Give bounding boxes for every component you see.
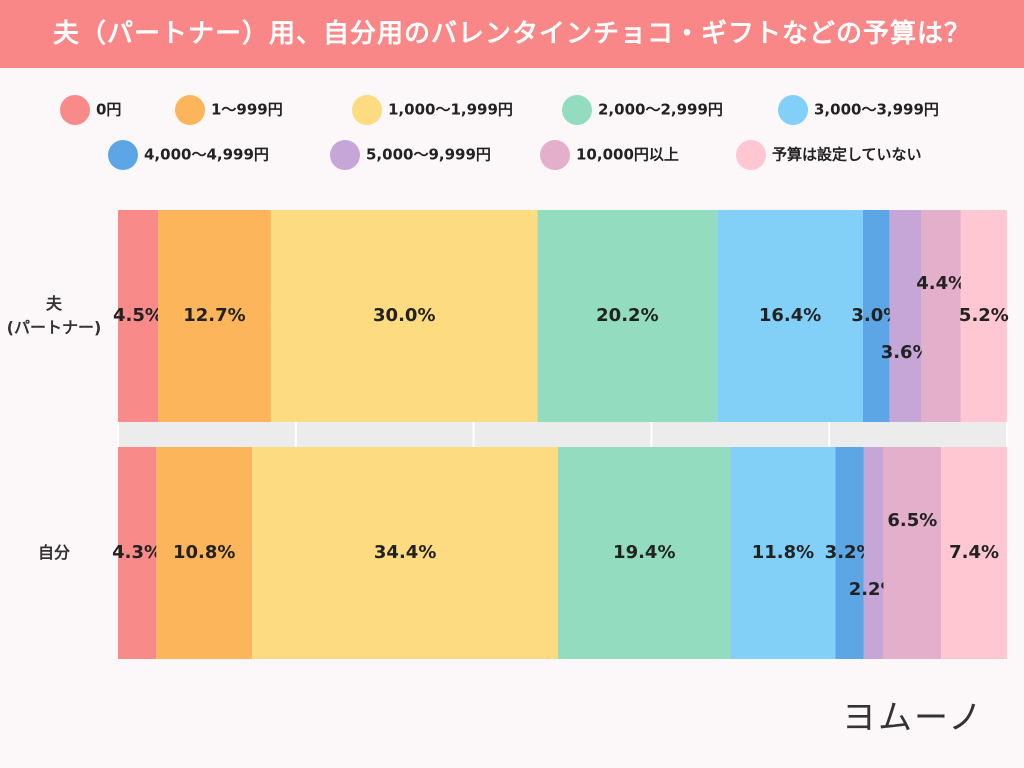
legend-label: 5,000～9,999円 bbox=[366, 146, 491, 164]
legend-label: 0円 bbox=[96, 101, 121, 119]
legend-label: 予算は設定していない bbox=[772, 146, 922, 164]
bar-segment bbox=[941, 447, 1007, 659]
data-label: 34.4% bbox=[374, 542, 436, 563]
logo: ヨムーノ bbox=[842, 698, 984, 738]
bar-segment bbox=[537, 210, 718, 422]
legend-label: 3,000～3,999円 bbox=[814, 101, 939, 119]
legend-label: 2,000～2,999円 bbox=[598, 101, 723, 119]
y-tick-label: 夫 (パートナー) bbox=[6, 294, 102, 337]
bar-segment bbox=[118, 447, 157, 659]
data-label: 6.5% bbox=[887, 510, 937, 531]
data-label: 16.4% bbox=[759, 305, 821, 326]
data-label: 30.0% bbox=[373, 305, 435, 326]
bar-segment bbox=[862, 210, 890, 422]
data-label: 7.4% bbox=[949, 542, 999, 563]
bar-segment bbox=[960, 210, 1007, 422]
bar-segment bbox=[158, 210, 271, 422]
bar-segment bbox=[889, 210, 922, 422]
data-label: 5.2% bbox=[959, 305, 1009, 326]
data-label: 19.4% bbox=[613, 542, 675, 563]
bar-segment bbox=[883, 447, 942, 659]
legend-label: 4,000～4,999円 bbox=[144, 146, 269, 164]
bar-segment bbox=[118, 210, 159, 422]
y-tick-label: 自分 bbox=[37, 543, 70, 562]
data-label: 3.2% bbox=[825, 542, 875, 563]
data-label: 11.8% bbox=[752, 542, 814, 563]
legend-label: 1,000～1,999円 bbox=[388, 101, 513, 119]
legend-marker bbox=[352, 95, 382, 125]
bar-segment bbox=[270, 210, 538, 422]
legend-marker bbox=[108, 140, 138, 170]
data-label: 4.5% bbox=[113, 305, 163, 326]
data-label: 20.2% bbox=[596, 305, 658, 326]
legend-label: 10,000円以上 bbox=[576, 146, 679, 164]
gap-band bbox=[118, 422, 1007, 447]
legend-label: 1～999円 bbox=[211, 101, 283, 119]
data-label: 10.8% bbox=[173, 542, 235, 563]
bar-segment bbox=[252, 447, 559, 659]
legend-marker bbox=[175, 95, 205, 125]
legend-marker bbox=[736, 140, 766, 170]
bar-segment bbox=[835, 447, 864, 659]
data-label: 3.0% bbox=[851, 305, 901, 326]
data-label: 3.6% bbox=[881, 342, 931, 363]
bar-segment bbox=[730, 447, 836, 659]
bar-segment bbox=[921, 210, 961, 422]
chart-title: 夫（パートナー）用、自分用のバレンタインチョコ・ギフトなどの予算は？ bbox=[0, 0, 1024, 68]
legend-marker bbox=[60, 95, 90, 125]
legend-marker bbox=[778, 95, 808, 125]
data-label: 4.4% bbox=[916, 273, 966, 294]
legend-marker bbox=[330, 140, 360, 170]
legend-marker bbox=[562, 95, 592, 125]
bar-segment bbox=[558, 447, 731, 659]
bar-segment bbox=[863, 447, 884, 659]
legend-marker bbox=[540, 140, 570, 170]
data-label: 4.3% bbox=[112, 542, 162, 563]
bar-segment bbox=[717, 210, 863, 422]
data-label: 12.7% bbox=[183, 305, 245, 326]
bar-segment bbox=[156, 447, 253, 659]
